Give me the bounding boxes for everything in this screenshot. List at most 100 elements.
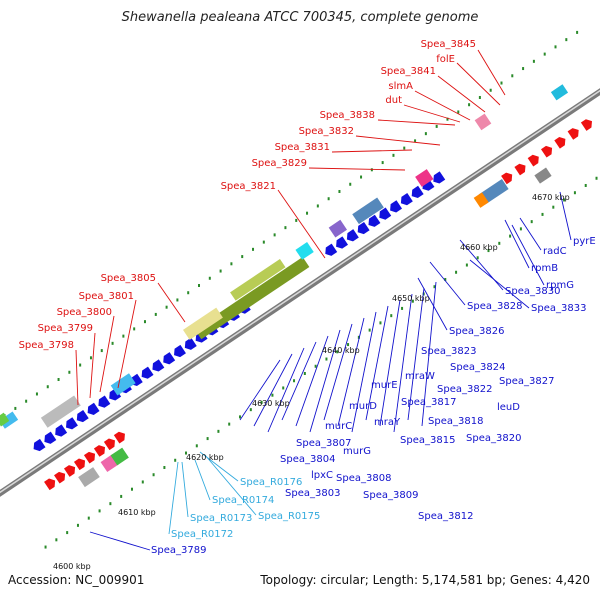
forward-gene-arrow[interactable] — [567, 126, 582, 140]
gene-label[interactable]: Spea_3845 — [421, 39, 476, 50]
rna-label[interactable]: Spea_R0175 — [258, 511, 320, 522]
reverse-gene-arrow[interactable] — [63, 417, 78, 431]
gene-label[interactable]: dut — [385, 95, 402, 106]
gene-label[interactable]: rpmB — [531, 263, 558, 274]
gene-label[interactable]: Spea_3823 — [421, 346, 476, 357]
gene-label[interactable]: Spea_3833 — [531, 303, 586, 314]
forward-gene-arrow[interactable] — [540, 144, 555, 158]
forward-gene-arrow[interactable] — [527, 153, 542, 167]
gene-label[interactable]: Spea_3830 — [505, 286, 560, 297]
reverse-gene-arrow[interactable] — [31, 438, 46, 453]
gene-label[interactable]: Spea_3799 — [38, 323, 93, 334]
reverse-gene-arrow[interactable] — [366, 214, 381, 229]
reverse-gene-arrow[interactable] — [333, 236, 349, 250]
gene-label[interactable]: Spea_3803 — [285, 488, 340, 499]
gene-label[interactable]: Spea_3841 — [381, 66, 436, 77]
gc-skew-band[interactable] — [182, 307, 223, 340]
gene-label[interactable]: lpxC — [311, 470, 333, 481]
gene-label[interactable]: Spea_3820 — [466, 433, 521, 444]
forward-gene-arrow[interactable] — [554, 135, 568, 149]
gc-skew-band[interactable] — [230, 258, 286, 301]
forward-gene-arrow[interactable] — [83, 450, 98, 464]
gene-block[interactable] — [550, 84, 569, 101]
gene-label[interactable]: pyrE — [573, 236, 596, 247]
gene-label[interactable]: Spea_3809 — [363, 490, 418, 501]
rna-label[interactable]: Spea_R0173 — [190, 513, 252, 524]
reverse-gene-arrow[interactable] — [387, 200, 403, 214]
gene-label[interactable]: Spea_3829 — [252, 158, 307, 169]
forward-gene-arrow[interactable] — [113, 430, 128, 444]
gene-label[interactable]: Spea_3805 — [101, 273, 156, 284]
gene-label[interactable]: slmA — [388, 81, 413, 92]
gene-label[interactable]: Spea_3808 — [336, 473, 391, 484]
gene-label[interactable]: Spea_3826 — [449, 326, 504, 337]
gene-block[interactable] — [352, 197, 384, 225]
reverse-gene-arrow[interactable] — [182, 337, 197, 352]
reverse-gene-arrow[interactable] — [74, 409, 89, 424]
gene-label[interactable]: radC — [543, 246, 567, 257]
reverse-gene-arrow[interactable] — [96, 395, 111, 410]
gene-label[interactable]: Spea_3815 — [400, 435, 455, 446]
gene-label[interactable]: Spea_3838 — [320, 110, 375, 121]
reverse-gene-arrow[interactable] — [52, 424, 68, 438]
gene-label[interactable]: Spea_3824 — [450, 362, 505, 373]
gene-label[interactable]: Spea_3807 — [296, 438, 351, 449]
reverse-gene-arrow[interactable] — [139, 366, 154, 381]
reverse-gene-arrow[interactable] — [42, 431, 57, 446]
reverse-gene-arrow[interactable] — [409, 185, 424, 200]
gene-label[interactable]: rpmG — [546, 280, 574, 291]
gene-block[interactable] — [0, 412, 10, 427]
gene-label[interactable]: Spea_3800 — [57, 307, 112, 318]
reverse-gene-arrow[interactable] — [355, 221, 370, 236]
reverse-gene-arrow[interactable] — [377, 207, 392, 221]
reverse-gene-arrow[interactable] — [344, 229, 359, 243]
rna-label[interactable]: Spea_R0174 — [212, 495, 274, 506]
reverse-gene-arrow[interactable] — [85, 402, 100, 417]
reverse-gene-arrow[interactable] — [322, 243, 338, 258]
rna-block[interactable] — [110, 373, 136, 396]
gene-label[interactable]: Spea_3827 — [499, 376, 554, 387]
forward-gene-arrow[interactable] — [580, 117, 595, 131]
gene-label[interactable]: Spea_3804 — [280, 454, 335, 465]
gene-label[interactable]: murC — [325, 421, 352, 432]
rna-label[interactable]: Spea_R0172 — [171, 529, 233, 540]
gene-label[interactable]: murG — [343, 446, 371, 457]
forward-gene-arrow[interactable] — [103, 436, 118, 451]
reverse-gene-arrow[interactable] — [171, 344, 186, 359]
gene-label[interactable]: murD — [349, 401, 377, 412]
gene-label[interactable]: Spea_3798 — [19, 340, 74, 351]
gene-label[interactable]: Spea_3817 — [401, 397, 456, 408]
gene-block[interactable] — [415, 169, 434, 187]
gene-label[interactable]: Spea_3828 — [467, 301, 522, 312]
gene-label[interactable]: leuD — [497, 402, 520, 413]
forward-gene-arrow[interactable] — [54, 470, 68, 484]
gene-block[interactable] — [534, 167, 552, 184]
gc-skew-band[interactable] — [194, 257, 310, 340]
gene-label[interactable]: Spea_3818 — [428, 416, 483, 427]
gene-label[interactable]: mraW — [405, 371, 435, 382]
reverse-gene-arrow[interactable] — [431, 171, 446, 185]
forward-gene-arrow[interactable] — [514, 161, 528, 176]
gene-block[interactable] — [40, 395, 81, 428]
forward-gene-arrow[interactable] — [44, 476, 58, 491]
gene-block[interactable] — [110, 447, 129, 466]
forward-gene-arrow[interactable] — [73, 456, 88, 471]
gene-label[interactable]: Spea_3789 — [151, 545, 206, 556]
gene-label[interactable]: Spea_3801 — [79, 291, 134, 302]
gene-label[interactable]: mraY — [374, 417, 401, 428]
gene-label[interactable]: Spea_3822 — [437, 384, 492, 395]
reverse-gene-arrow[interactable] — [106, 388, 122, 402]
reverse-gene-arrow[interactable] — [398, 193, 413, 207]
gene-label[interactable]: Spea_3821 — [221, 181, 276, 192]
gene-label[interactable]: Spea_3832 — [299, 126, 354, 137]
forward-gene-arrow[interactable] — [501, 170, 515, 185]
gene-block[interactable] — [328, 219, 348, 238]
gene-block[interactable] — [295, 242, 314, 260]
forward-gene-arrow[interactable] — [63, 463, 78, 477]
gene-block[interactable] — [474, 113, 492, 131]
gene-label[interactable]: Spea_3831 — [275, 142, 330, 153]
forward-gene-arrow[interactable] — [93, 443, 108, 457]
gene-label[interactable]: murE — [371, 380, 398, 391]
gene-label[interactable]: folE — [436, 54, 455, 65]
gene-block[interactable] — [478, 178, 509, 205]
